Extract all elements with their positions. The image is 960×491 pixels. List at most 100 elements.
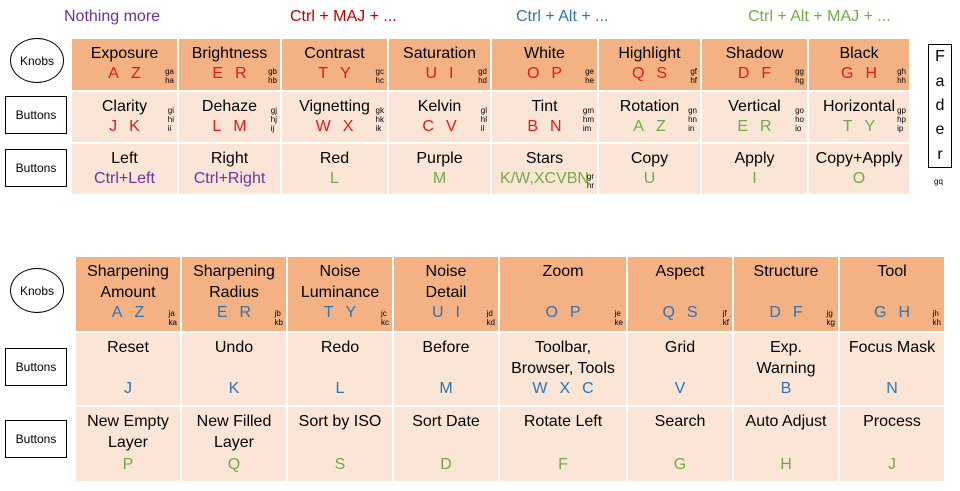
shortcut-keys: K bbox=[182, 379, 286, 399]
control-name: Copy bbox=[630, 150, 669, 167]
shortcut-key: I bbox=[455, 304, 460, 321]
control-name: Exposure bbox=[90, 45, 159, 62]
control-name: Search bbox=[654, 413, 706, 430]
cell-copy: Copy U bbox=[599, 144, 700, 194]
control-name: Kelvin bbox=[417, 98, 462, 115]
shortcut-key: Q bbox=[227, 456, 241, 473]
control-name: Before bbox=[422, 339, 470, 356]
shortcut-key: U bbox=[431, 304, 444, 321]
shortcut-key: H bbox=[780, 456, 792, 473]
shortcut-key: P bbox=[122, 456, 134, 473]
shortcut-key: Y bbox=[340, 65, 351, 82]
shortcut-key: X bbox=[559, 380, 571, 397]
shortcut-keys: V bbox=[628, 379, 732, 399]
shortcut-key: F bbox=[558, 456, 568, 473]
cell-grid: Grid V bbox=[628, 333, 732, 405]
shortcut-key: F bbox=[792, 304, 803, 321]
control-name: Sharpening Amount bbox=[87, 263, 169, 301]
midi-code: jf bbox=[722, 309, 727, 318]
midi-code: gh bbox=[897, 67, 906, 76]
shortcut-key: T bbox=[842, 118, 853, 135]
midi-code: gf bbox=[690, 67, 697, 76]
control-name: Black bbox=[839, 45, 879, 62]
shortcut-key: C bbox=[582, 380, 594, 397]
shortcut-key: V bbox=[674, 380, 686, 397]
midi-codes: jf kf bbox=[723, 309, 729, 327]
midi-code: ho bbox=[795, 115, 804, 124]
control-name: Highlight bbox=[618, 45, 681, 62]
shortcut-key: S bbox=[334, 456, 346, 473]
cell-right: Right Ctrl+Right bbox=[179, 144, 280, 194]
legend-no-modifier: Nothing more bbox=[64, 8, 161, 25]
midi-codes: je ke bbox=[615, 309, 623, 327]
shortcut-key: X bbox=[342, 118, 354, 135]
control-name: Sharpening Radius bbox=[193, 263, 275, 301]
control-name: New Empty Layer bbox=[87, 413, 169, 451]
shortcut-keys: I bbox=[702, 169, 807, 189]
control-name: Process bbox=[863, 413, 921, 430]
midi-codes: jg kg bbox=[827, 309, 835, 327]
midi-code: kf bbox=[722, 318, 729, 327]
shortcut-keys: B bbox=[734, 379, 838, 399]
control-name: Structure bbox=[753, 263, 819, 280]
cell-search: Search G bbox=[628, 407, 732, 481]
shortcut-keys: F bbox=[500, 455, 626, 475]
shortcut-key: Q bbox=[662, 304, 675, 321]
midi-code: ga bbox=[165, 67, 174, 76]
midi-code: hn bbox=[688, 115, 697, 124]
shortcut-key: I bbox=[752, 170, 757, 187]
control-name: Noise Detail bbox=[425, 263, 467, 301]
control-name: Rotate Left bbox=[523, 413, 603, 430]
control-name: Sort by ISO bbox=[298, 413, 382, 430]
midi-code: im bbox=[582, 124, 592, 133]
shortcut-key: U bbox=[643, 170, 656, 187]
control-name: Copy+Apply bbox=[815, 150, 903, 167]
control-name: Auto Adjust bbox=[745, 413, 827, 430]
cell-copy-apply: Copy+Apply O bbox=[809, 144, 909, 194]
shortcut-key: J bbox=[124, 380, 132, 397]
cell-apply: Apply I bbox=[702, 144, 807, 194]
shortcut-key: H bbox=[898, 304, 910, 321]
legend-ctrl-alt-maj: Ctrl + Alt + MAJ + ... bbox=[748, 8, 891, 25]
fader-letter: r bbox=[937, 145, 943, 163]
shortcut-key: M bbox=[432, 170, 447, 187]
cell-reset: Reset J bbox=[76, 333, 180, 405]
control-name: Brightness bbox=[191, 45, 268, 62]
shortcut-keys: K/W,XCVBN bbox=[492, 169, 597, 189]
shortcut-key: Y bbox=[345, 304, 357, 321]
shortcut-keys: Q bbox=[182, 455, 286, 475]
shortcut-key: N bbox=[550, 118, 562, 135]
midi-code: hr bbox=[586, 181, 594, 190]
midi-code: ii bbox=[167, 124, 172, 133]
row-label-knobs-top: Knobs bbox=[10, 38, 64, 83]
control-name: Horizontal bbox=[822, 98, 896, 115]
midi-codes: gd hd bbox=[478, 67, 487, 85]
cell-purple: Purple M bbox=[389, 144, 490, 194]
control-name: Vertical bbox=[728, 98, 781, 115]
control-name: White bbox=[524, 45, 565, 62]
shortcut-key: L bbox=[335, 380, 345, 397]
control-name: Reset bbox=[107, 339, 149, 356]
midi-codes: gk hk ik bbox=[376, 106, 384, 133]
midi-code: hf bbox=[690, 76, 697, 85]
control-name: Red bbox=[319, 150, 350, 167]
cell-process: Process J bbox=[840, 407, 944, 481]
shortcut-keys: M bbox=[394, 379, 498, 399]
midi-codes: gi hi ii bbox=[168, 106, 174, 133]
shortcut-key: M bbox=[233, 118, 247, 135]
